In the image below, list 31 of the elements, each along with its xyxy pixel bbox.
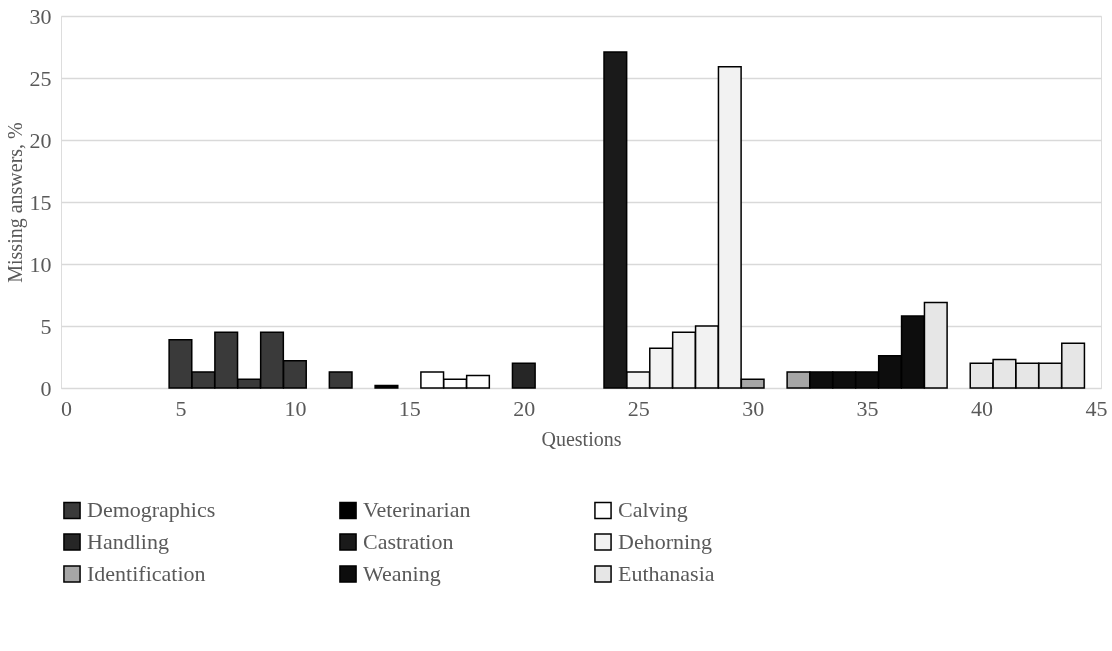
y-tick-label: 15	[29, 189, 52, 215]
y-tick-label: 0	[40, 375, 52, 401]
legend-label: Demographics	[87, 497, 216, 523]
x-tick-label: 15	[398, 395, 421, 421]
legend-label: Identification	[87, 561, 206, 586]
x-tick-label: 0	[61, 395, 72, 421]
x-axis-title: Questions	[541, 427, 622, 450]
x-tick-label: 25	[627, 395, 650, 421]
x-tick-label: 40	[971, 395, 994, 421]
bar	[511, 362, 536, 389]
legend-label: Weaning	[363, 561, 441, 586]
legend-label: Calving	[618, 497, 688, 523]
y-axis-title: Missing answers, %	[3, 122, 27, 283]
legend-label: Handling	[87, 529, 169, 554]
y-tick-label: 20	[29, 127, 52, 153]
y-tick-label: 25	[29, 65, 52, 91]
x-tick-label: 20	[513, 395, 536, 421]
y-tick-label: 30	[29, 3, 52, 29]
y-tick-label: 5	[40, 313, 52, 339]
bar	[328, 371, 353, 389]
x-tick-label: 35	[856, 395, 879, 421]
x-tick-label: 5	[175, 395, 187, 421]
x-tick-label: 30	[742, 395, 765, 421]
legend-label: Euthanasia	[618, 561, 715, 586]
legend-label: Dehorning	[618, 529, 713, 554]
y-tick-label: 10	[29, 251, 52, 277]
bar	[374, 384, 399, 389]
x-tick-label: 45	[1085, 395, 1108, 421]
x-tick-label: 10	[284, 395, 307, 421]
legend-label: Castration	[363, 529, 454, 554]
legend-label: Veterinarian	[363, 497, 471, 523]
